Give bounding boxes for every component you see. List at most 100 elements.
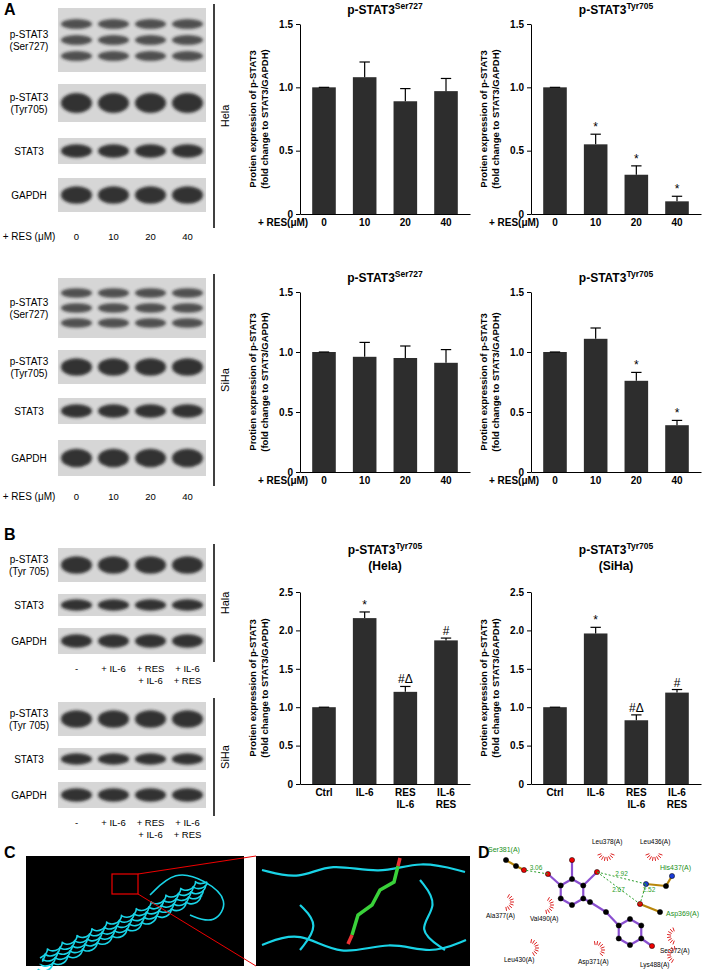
hydrophobic-contact bbox=[650, 856, 652, 859]
blot-band bbox=[61, 144, 92, 158]
distance-label: 2.92 bbox=[615, 870, 628, 877]
text-line: + IL-6 bbox=[175, 663, 200, 674]
hydrophobic-contact bbox=[601, 947, 605, 948]
hydrophobic-contact bbox=[647, 855, 650, 858]
residue-label: Leu378(A) bbox=[592, 838, 622, 846]
blot-band bbox=[98, 599, 129, 610]
blot-band bbox=[61, 288, 92, 298]
text-line: STAT3 bbox=[14, 754, 44, 765]
tick-label: IL-6RES bbox=[436, 787, 457, 810]
blot-membrane bbox=[58, 748, 206, 770]
blot-band bbox=[98, 753, 129, 764]
plot-marks bbox=[543, 627, 689, 784]
error-bar bbox=[550, 707, 560, 708]
hydrophobic-contact bbox=[508, 906, 510, 909]
text-line: + IL-6 bbox=[101, 663, 126, 674]
tick-label: 2.5 bbox=[279, 587, 293, 598]
blot-row-label: GAPDH bbox=[11, 636, 47, 647]
blot-row-label: STAT3 bbox=[14, 406, 44, 417]
blot-band bbox=[172, 19, 203, 29]
significance-label: * bbox=[593, 120, 598, 134]
y-tick: 2.5 bbox=[510, 587, 531, 598]
tick-mark bbox=[527, 630, 531, 631]
error-bar-cap bbox=[319, 87, 329, 88]
distance-label: 3.06 bbox=[530, 864, 543, 871]
lane-label: + RES+ IL-6 bbox=[137, 663, 165, 686]
text-line: (Ser727) bbox=[10, 309, 49, 320]
text-line: Protien expression of p-STAT3 bbox=[247, 50, 258, 187]
x-axis-line bbox=[301, 214, 471, 215]
blot-row-label: STAT3 bbox=[14, 754, 44, 765]
ribbon-helix bbox=[40, 890, 203, 966]
x-axis: CtrlIL-6RESIL-6IL-6RES bbox=[532, 784, 702, 810]
blot-band bbox=[98, 358, 129, 376]
blot-band bbox=[135, 93, 166, 113]
zoom-box bbox=[112, 874, 138, 894]
tick-label: 1.5 bbox=[279, 19, 293, 30]
blot: p-STAT3(Ser727)p-STAT3(Tyr705)STAT3GAPDH… bbox=[3, 4, 231, 242]
x-tick: 40 bbox=[440, 472, 452, 486]
tick-label: 0 bbox=[321, 217, 327, 228]
y-tick: 0 bbox=[287, 779, 300, 790]
blot-membrane bbox=[58, 782, 206, 808]
error-bar bbox=[400, 346, 410, 358]
tick-label: IL-6 bbox=[356, 787, 374, 798]
y-axis-line bbox=[300, 25, 301, 215]
lane-label: 0 bbox=[74, 231, 79, 242]
error-bar-cap bbox=[590, 327, 600, 328]
blot-band bbox=[172, 710, 203, 728]
hydrophobic-contact bbox=[548, 897, 550, 900]
x-tick: 40 bbox=[671, 472, 683, 486]
text-line: (Tyr 705) bbox=[9, 566, 49, 577]
tick-label: 2.0 bbox=[279, 625, 293, 636]
text-line: RES bbox=[395, 787, 416, 798]
blot-band bbox=[135, 35, 166, 45]
blot-band bbox=[61, 186, 92, 204]
hydrophobic-contact bbox=[668, 932, 671, 934]
x-tick: IL-6RES bbox=[436, 784, 457, 810]
tick-mark bbox=[296, 784, 300, 785]
blot: p-STAT3(Tyr 705)STAT3GAPDHHala-+ IL-6+ R… bbox=[9, 544, 231, 686]
hydrophobic-contact bbox=[535, 948, 539, 949]
bar bbox=[584, 144, 608, 214]
significance-label: #Δ bbox=[629, 701, 644, 715]
y-axis-title: Protien expression of p-STAT3(fold chang… bbox=[247, 49, 270, 189]
text-line: (Ser727) bbox=[10, 41, 49, 52]
error-bar-cap bbox=[400, 345, 410, 346]
tick-label: 1.0 bbox=[510, 82, 524, 93]
ligand-oxygen bbox=[398, 858, 400, 866]
bar bbox=[353, 618, 377, 784]
bar bbox=[543, 707, 567, 784]
bar bbox=[665, 693, 689, 784]
blot-band bbox=[61, 599, 92, 610]
text-line: p-STAT3 bbox=[10, 92, 49, 103]
title-superscript: Tyr705 bbox=[626, 541, 653, 551]
hydrophobic-contact bbox=[550, 907, 554, 908]
text-line: Protien expression of p-STAT3 bbox=[247, 313, 258, 450]
y-tick: 0.5 bbox=[279, 407, 300, 418]
blot: p-STAT3(Tyr 705)STAT3GAPDHSiHa-+ IL-6+ R… bbox=[9, 698, 231, 840]
treatment-label: + RES (μM) bbox=[3, 231, 56, 242]
treatment-label: + RES (μM) bbox=[3, 491, 56, 502]
error-bar-stem bbox=[405, 686, 406, 691]
blot-band bbox=[172, 51, 203, 61]
title-superscript: Ser727 bbox=[395, 1, 423, 11]
blot-membrane bbox=[58, 278, 206, 338]
tick-label: 0 bbox=[518, 779, 524, 790]
hydrophobic-contact bbox=[669, 949, 672, 952]
tick-label: 0.5 bbox=[510, 145, 524, 156]
text-line: p-STAT3 bbox=[10, 29, 49, 40]
text-line: - bbox=[75, 663, 78, 674]
lane-label: - bbox=[75, 663, 78, 674]
error-bar-cap bbox=[400, 88, 410, 89]
bar bbox=[665, 425, 689, 472]
blot-band bbox=[61, 753, 92, 764]
tick-mark bbox=[527, 24, 531, 25]
x-axis-title: + RES(μM) bbox=[258, 217, 308, 228]
tick-label: 10 bbox=[590, 475, 602, 486]
hydrophobic-contact bbox=[600, 944, 603, 947]
text-line: (fold change to STAT3/GAPDH) bbox=[259, 49, 270, 189]
hydrophobic-contact bbox=[550, 902, 554, 903]
y-axis-title: Protien expression of p-STAT3(fold chang… bbox=[478, 618, 501, 758]
error-bar bbox=[631, 166, 641, 175]
